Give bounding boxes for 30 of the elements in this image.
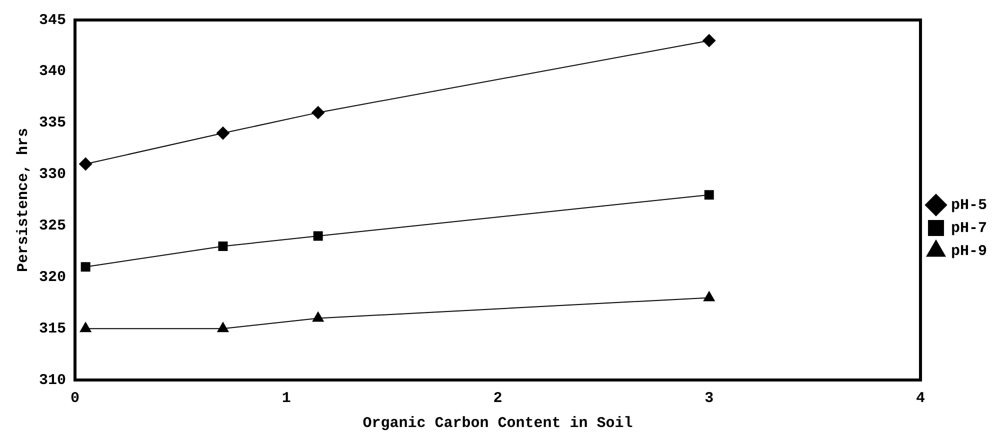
y-tick-label: 335 [38,114,66,132]
point [313,231,323,241]
legend-label: pH-5 [950,196,988,214]
point [703,291,715,302]
point [312,312,324,322]
x-tick-label: 1 [282,390,291,407]
point [80,322,92,332]
x-tick-label: 4 [916,390,925,407]
y-tick-label: 310 [38,372,66,389]
y-tick-label: 345 [38,12,66,29]
x-axis-title: Organic Carbon Content in Soil [362,414,633,432]
legend-label: pH-7 [950,220,988,237]
y-tick-label: 315 [38,320,66,338]
legend-label: pH-9 [950,242,988,260]
point [702,34,716,48]
x-tick-label: 2 [493,390,502,407]
point [217,322,229,332]
y-tick-label: 325 [38,217,66,234]
x-tick-label: 3 [704,390,714,407]
point [218,242,228,252]
point [704,190,714,200]
point [216,126,230,140]
point [312,106,325,120]
point [80,262,90,272]
y-tick-label: 340 [38,63,66,80]
y-tick-label: 320 [38,268,66,286]
x-tick-label: 0 [70,390,80,407]
y-tick-label: 330 [38,166,66,184]
y-axis-title: Persistence, hrs [14,128,32,272]
point [79,158,92,170]
